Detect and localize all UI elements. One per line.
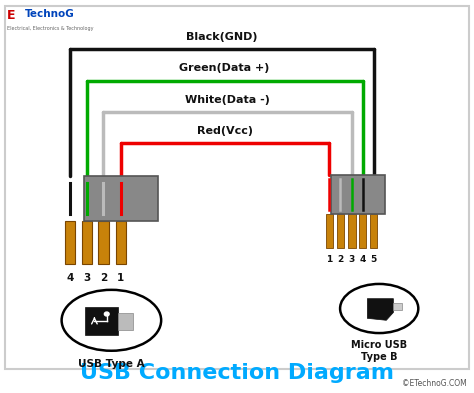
- Text: 4: 4: [66, 273, 74, 283]
- FancyBboxPatch shape: [331, 175, 385, 214]
- Bar: [65, 221, 75, 264]
- Bar: [116, 221, 126, 264]
- Circle shape: [104, 312, 109, 316]
- Bar: [393, 303, 402, 310]
- Text: 3: 3: [348, 255, 355, 264]
- Text: 1: 1: [326, 255, 333, 264]
- Text: Micro USB
Type B: Micro USB Type B: [351, 340, 407, 362]
- Text: USB Connection Diagram: USB Connection Diagram: [80, 363, 394, 382]
- Text: 2: 2: [100, 273, 107, 283]
- Text: USB Type A: USB Type A: [78, 359, 145, 369]
- Text: White(Data -): White(Data -): [185, 95, 270, 105]
- Text: 2: 2: [337, 255, 344, 264]
- Text: 3: 3: [83, 273, 91, 283]
- Text: 5: 5: [370, 255, 377, 264]
- Text: Black(GND): Black(GND): [186, 32, 257, 42]
- Text: E: E: [7, 9, 16, 22]
- Ellipse shape: [62, 290, 161, 351]
- Bar: [82, 221, 92, 264]
- Bar: [337, 214, 344, 248]
- Text: TechnoG: TechnoG: [25, 9, 74, 18]
- Bar: [98, 221, 109, 264]
- Bar: [370, 214, 377, 248]
- Bar: [359, 214, 366, 248]
- Bar: [85, 307, 118, 335]
- Polygon shape: [367, 299, 393, 320]
- Text: ©ETechnoG.COM: ©ETechnoG.COM: [402, 379, 467, 388]
- Text: Green(Data +): Green(Data +): [180, 64, 270, 73]
- Bar: [118, 312, 133, 330]
- Ellipse shape: [340, 284, 419, 333]
- Text: Electrical, Electronics & Technology: Electrical, Electronics & Technology: [7, 26, 93, 31]
- Text: Red(Vcc): Red(Vcc): [197, 127, 253, 136]
- Bar: [348, 214, 356, 248]
- Bar: [326, 214, 333, 248]
- Text: 4: 4: [359, 255, 366, 264]
- Text: 1: 1: [117, 273, 125, 283]
- FancyBboxPatch shape: [84, 176, 157, 221]
